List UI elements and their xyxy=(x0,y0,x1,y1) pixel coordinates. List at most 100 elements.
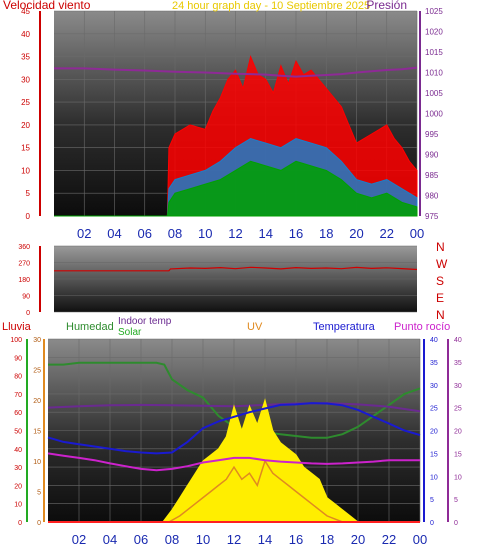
y-tick-label-temperature: 15 xyxy=(430,451,438,458)
x-tick-label: 02 xyxy=(72,532,86,547)
series-solar xyxy=(48,398,420,523)
x-tick-label: 06 xyxy=(138,226,152,241)
x-tick-label: 12 xyxy=(227,532,241,547)
series-temperature xyxy=(47,402,421,455)
legend-label: Temperatura xyxy=(313,321,376,333)
legend-label: Indoor temp xyxy=(118,316,172,327)
x-tick-label: 22 xyxy=(382,532,396,547)
y-tick-label-pressure: 1005 xyxy=(425,89,443,98)
y-tick-label-speed: 40 xyxy=(21,30,30,39)
y-tick-label-pressure: 975 xyxy=(425,212,439,221)
y-tick-label-speed: 10 xyxy=(21,166,30,175)
y-tick-label-direction: 90 xyxy=(22,294,30,301)
y-tick-label-temperature: 0 xyxy=(430,520,434,527)
x-tick-label: 08 xyxy=(165,532,179,547)
legend-label: Humedad xyxy=(66,321,114,333)
compass-label: W xyxy=(436,257,448,271)
y-tick-label-pressure: 1020 xyxy=(425,28,443,37)
y-tick-label-pressure: 1025 xyxy=(425,7,443,16)
y-tick-label-dewpoint: 30 xyxy=(454,383,462,390)
compass-label: N xyxy=(436,240,445,254)
series-dew-point xyxy=(47,452,420,472)
y-tick-label-direction: 0 xyxy=(26,310,30,317)
chart-title: 24 hour graph day - 10 Septiembre 2025 xyxy=(172,0,370,12)
x-tick-label: 18 xyxy=(319,226,333,241)
pressure-axis-title: Presión xyxy=(366,0,407,12)
y-tick-label-dewpoint: 35 xyxy=(454,360,462,367)
x-tick-label: 00 xyxy=(413,532,427,547)
y-tick-label-rain: 50 xyxy=(14,429,22,436)
x-tick-label: 22 xyxy=(380,226,394,241)
y-tick-label-temperature: 20 xyxy=(430,429,438,436)
y-tick-label-rain: 70 xyxy=(14,392,22,399)
series-direction xyxy=(54,266,418,272)
y-tick-label-pressure: 1000 xyxy=(425,110,443,119)
x-tick-label: 20 xyxy=(349,226,363,241)
y-tick-label-solar: 25 xyxy=(33,368,41,375)
y-tick-label-speed: 35 xyxy=(21,53,30,62)
x-tick-label: 00 xyxy=(410,226,424,241)
x-tick-label: 10 xyxy=(198,226,212,241)
compass-label: E xyxy=(436,291,444,305)
y-tick-label-dewpoint: 25 xyxy=(454,406,462,413)
x-tick-label: 18 xyxy=(320,532,334,547)
y-tick-label-solar: 10 xyxy=(33,459,41,466)
x-tick-label: 04 xyxy=(107,226,121,241)
y-tick-label-speed: 20 xyxy=(21,121,30,130)
series-speed xyxy=(54,160,418,217)
y-tick-label-direction: 270 xyxy=(18,261,30,268)
y-tick-label-speed: 0 xyxy=(26,212,31,221)
y-tick-label-dewpoint: 10 xyxy=(454,474,462,481)
y-tick-label-pressure: 985 xyxy=(425,171,439,180)
y-tick-label-temperature: 10 xyxy=(430,474,438,481)
x-tick-label: 06 xyxy=(134,532,148,547)
y-tick-label-direction: 180 xyxy=(18,277,30,284)
x-tick-label: 16 xyxy=(289,532,303,547)
y-tick-label-speed: 45 xyxy=(21,7,30,16)
y-tick-label-temperature: 40 xyxy=(430,337,438,344)
x-tick-label: 12 xyxy=(228,226,242,241)
y-tick-label-solar: 30 xyxy=(33,337,41,344)
x-tick-label: 04 xyxy=(103,532,117,547)
y-tick-label-speed: 5 xyxy=(26,189,31,198)
x-tick-label: 16 xyxy=(289,226,303,241)
speed-axis-title: Velocidad viento xyxy=(3,0,91,12)
y-tick-label-dewpoint: 0 xyxy=(454,520,458,527)
y-tick-label-speed: 25 xyxy=(21,98,30,107)
y-tick-label-rain: 60 xyxy=(14,410,22,417)
series-UV xyxy=(48,459,420,523)
x-tick-label: 14 xyxy=(258,532,272,547)
y-tick-label-dewpoint: 40 xyxy=(454,337,462,344)
y-tick-label-solar: 5 xyxy=(37,490,41,497)
y-tick-label-pressure: 1010 xyxy=(425,69,443,78)
y-tick-label-temperature: 5 xyxy=(430,497,434,504)
compass-label: S xyxy=(436,274,444,288)
y-tick-label-dewpoint: 20 xyxy=(454,429,462,436)
y-tick-label-dewpoint: 15 xyxy=(454,451,462,458)
y-tick-label-rain: 100 xyxy=(10,337,22,344)
y-tick-label-solar: 0 xyxy=(37,520,41,527)
y-tick-label-rain: 80 xyxy=(14,374,22,381)
x-tick-label: 02 xyxy=(77,226,91,241)
y-tick-label-pressure: 980 xyxy=(425,192,439,201)
legend-label: UV xyxy=(247,321,263,333)
y-tick-label-rain: 90 xyxy=(14,355,22,362)
legend-label: Solar xyxy=(118,327,142,338)
y-tick-label-dewpoint: 5 xyxy=(454,497,458,504)
x-tick-label: 08 xyxy=(168,226,182,241)
y-tick-label-rain: 10 xyxy=(14,502,22,509)
legend-label: Punto rocío xyxy=(394,321,450,333)
y-tick-label-direction: 360 xyxy=(18,244,30,251)
y-tick-label-rain: 30 xyxy=(14,465,22,472)
y-tick-label-rain: 40 xyxy=(14,447,22,454)
x-tick-label: 10 xyxy=(196,532,210,547)
x-tick-label: 20 xyxy=(351,532,365,547)
y-tick-label-speed: 15 xyxy=(21,144,30,153)
series-pressure xyxy=(54,66,418,78)
x-tick-label: 14 xyxy=(259,226,273,241)
y-tick-label-pressure: 990 xyxy=(425,151,439,160)
y-tick-label-solar: 15 xyxy=(33,429,41,436)
y-tick-label-rain: 0 xyxy=(18,520,22,527)
series-humidity xyxy=(48,361,421,439)
